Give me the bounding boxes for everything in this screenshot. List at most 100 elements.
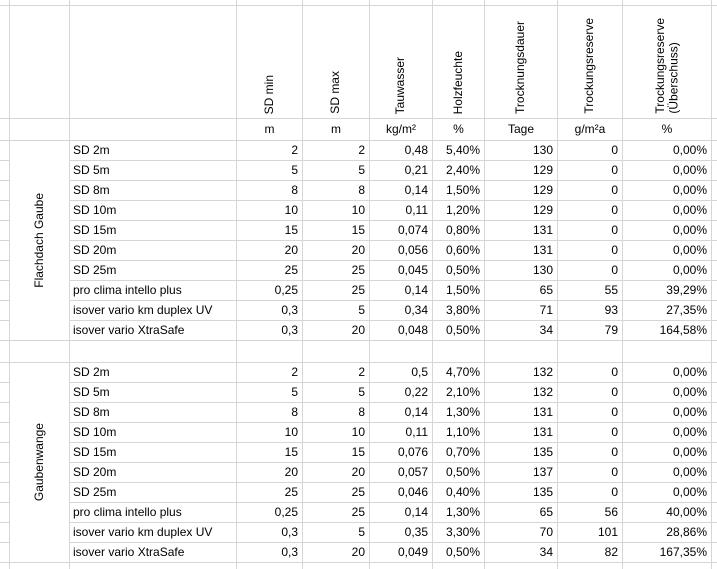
- ueberschuss-cell[interactable]: 27,35%: [623, 301, 712, 321]
- trocknungsdauer-cell[interactable]: 131: [485, 221, 558, 241]
- trockungsreserve-cell[interactable]: 0: [558, 383, 623, 403]
- tauwasser-cell[interactable]: 0,14: [370, 281, 433, 301]
- sd-max-cell[interactable]: 25: [303, 281, 370, 301]
- trocknungsdauer-cell[interactable]: 65: [485, 281, 558, 301]
- row-label-cell[interactable]: SD 20m: [70, 463, 237, 483]
- trocknungsdauer-cell[interactable]: 130: [485, 141, 558, 161]
- ueberschuss-cell[interactable]: 0,00%: [623, 161, 712, 181]
- sd-min-cell[interactable]: 15: [237, 443, 303, 463]
- sd-max-cell[interactable]: 20: [303, 463, 370, 483]
- trocknungsdauer-cell[interactable]: 135: [485, 483, 558, 503]
- row-label-cell[interactable]: isover vario XtraSafe: [70, 543, 237, 563]
- column-header-trockungsreserve-ueberschuss[interactable]: Trockungsreserve (Überschuss): [623, 6, 712, 119]
- sd-max-cell[interactable]: 5: [303, 383, 370, 403]
- sd-min-cell[interactable]: 20: [237, 463, 303, 483]
- tauwasser-cell[interactable]: 0,35: [370, 523, 433, 543]
- trocknungsdauer-cell[interactable]: 131: [485, 403, 558, 423]
- holzfeuchte-cell[interactable]: 3,30%: [433, 523, 485, 543]
- trocknungsdauer-cell[interactable]: 130: [485, 261, 558, 281]
- ueberschuss-cell[interactable]: 164,58%: [623, 321, 712, 341]
- trockungsreserve-cell[interactable]: 0: [558, 221, 623, 241]
- holzfeuchte-cell[interactable]: 4,70%: [433, 363, 485, 383]
- holzfeuchte-cell[interactable]: 1,50%: [433, 181, 485, 201]
- trocknungsdauer-cell[interactable]: 70: [485, 523, 558, 543]
- sd-min-cell[interactable]: 5: [237, 161, 303, 181]
- sd-min-cell[interactable]: 0,25: [237, 281, 303, 301]
- tauwasser-cell[interactable]: 0,074: [370, 221, 433, 241]
- row-label-cell[interactable]: SD 2m: [70, 141, 237, 161]
- tauwasser-cell[interactable]: 0,045: [370, 261, 433, 281]
- trockungsreserve-cell[interactable]: 0: [558, 403, 623, 423]
- sd-min-cell[interactable]: 10: [237, 423, 303, 443]
- trockungsreserve-cell[interactable]: 82: [558, 543, 623, 563]
- sd-max-cell[interactable]: 25: [303, 483, 370, 503]
- sd-max-cell[interactable]: 15: [303, 443, 370, 463]
- trockungsreserve-cell[interactable]: 79: [558, 321, 623, 341]
- trockungsreserve-cell[interactable]: 0: [558, 201, 623, 221]
- sd-min-cell[interactable]: 8: [237, 403, 303, 423]
- tauwasser-cell[interactable]: 0,14: [370, 503, 433, 523]
- ueberschuss-cell[interactable]: 40,00%: [623, 503, 712, 523]
- trocknungsdauer-cell[interactable]: 34: [485, 321, 558, 341]
- trockungsreserve-cell[interactable]: 0: [558, 181, 623, 201]
- holzfeuchte-cell[interactable]: 0,70%: [433, 443, 485, 463]
- trocknungsdauer-cell[interactable]: 65: [485, 503, 558, 523]
- ueberschuss-cell[interactable]: 0,00%: [623, 181, 712, 201]
- tauwasser-cell[interactable]: 0,5: [370, 363, 433, 383]
- holzfeuchte-cell[interactable]: 2,10%: [433, 383, 485, 403]
- row-label-cell[interactable]: SD 8m: [70, 403, 237, 423]
- trockungsreserve-cell[interactable]: 93: [558, 301, 623, 321]
- trockungsreserve-cell[interactable]: 0: [558, 261, 623, 281]
- row-label-cell[interactable]: SD 25m: [70, 483, 237, 503]
- tauwasser-cell[interactable]: 0,11: [370, 201, 433, 221]
- holzfeuchte-cell[interactable]: 0,80%: [433, 221, 485, 241]
- trocknungsdauer-cell[interactable]: 131: [485, 423, 558, 443]
- ueberschuss-cell[interactable]: 0,00%: [623, 363, 712, 383]
- trocknungsdauer-cell[interactable]: 135: [485, 443, 558, 463]
- trockungsreserve-cell[interactable]: 0: [558, 141, 623, 161]
- ueberschuss-cell[interactable]: 0,00%: [623, 483, 712, 503]
- unit-cell-holzfeuchte[interactable]: %: [433, 119, 485, 141]
- trockungsreserve-cell[interactable]: 0: [558, 443, 623, 463]
- row-label-cell[interactable]: SD 8m: [70, 181, 237, 201]
- tauwasser-cell[interactable]: 0,046: [370, 483, 433, 503]
- sd-max-cell[interactable]: 2: [303, 141, 370, 161]
- holzfeuchte-cell[interactable]: 1,50%: [433, 281, 485, 301]
- sd-min-cell[interactable]: 0,25: [237, 503, 303, 523]
- holzfeuchte-cell[interactable]: 5,40%: [433, 141, 485, 161]
- ueberschuss-cell[interactable]: 0,00%: [623, 261, 712, 281]
- unit-cell-sd-max[interactable]: m: [303, 119, 370, 141]
- ueberschuss-cell[interactable]: 167,35%: [623, 543, 712, 563]
- holzfeuchte-cell[interactable]: 0,50%: [433, 261, 485, 281]
- tauwasser-cell[interactable]: 0,076: [370, 443, 433, 463]
- trocknungsdauer-cell[interactable]: 132: [485, 383, 558, 403]
- sd-max-cell[interactable]: 5: [303, 161, 370, 181]
- ueberschuss-cell[interactable]: 28,86%: [623, 523, 712, 543]
- tauwasser-cell[interactable]: 0,049: [370, 543, 433, 563]
- holzfeuchte-cell[interactable]: 1,10%: [433, 423, 485, 443]
- sd-min-cell[interactable]: 2: [237, 141, 303, 161]
- tauwasser-cell[interactable]: 0,48: [370, 141, 433, 161]
- tauwasser-cell[interactable]: 0,22: [370, 383, 433, 403]
- ueberschuss-cell[interactable]: 0,00%: [623, 221, 712, 241]
- sd-min-cell[interactable]: 0,3: [237, 543, 303, 563]
- trocknungsdauer-cell[interactable]: 34: [485, 543, 558, 563]
- sd-min-cell[interactable]: 2: [237, 363, 303, 383]
- group-label-cell-flachdach-gaube[interactable]: Flachdach Gaube: [10, 141, 70, 341]
- trocknungsdauer-cell[interactable]: 71: [485, 301, 558, 321]
- trockungsreserve-cell[interactable]: 0: [558, 423, 623, 443]
- tauwasser-cell[interactable]: 0,34: [370, 301, 433, 321]
- column-header-tauwasser[interactable]: Tauwasser: [370, 6, 433, 119]
- ueberschuss-cell[interactable]: 0,00%: [623, 383, 712, 403]
- row-label-cell[interactable]: SD 15m: [70, 221, 237, 241]
- trocknungsdauer-cell[interactable]: 131: [485, 241, 558, 261]
- row-label-cell[interactable]: SD 15m: [70, 443, 237, 463]
- sd-min-cell[interactable]: 0,3: [237, 301, 303, 321]
- sd-max-cell[interactable]: 10: [303, 201, 370, 221]
- unit-cell-ueberschuss[interactable]: %: [623, 119, 712, 141]
- row-label-cell[interactable]: SD 2m: [70, 363, 237, 383]
- row-label-cell[interactable]: isover vario km duplex UV: [70, 301, 237, 321]
- row-label-cell[interactable]: SD 10m: [70, 423, 237, 443]
- trocknungsdauer-cell[interactable]: 129: [485, 181, 558, 201]
- trockungsreserve-cell[interactable]: 0: [558, 161, 623, 181]
